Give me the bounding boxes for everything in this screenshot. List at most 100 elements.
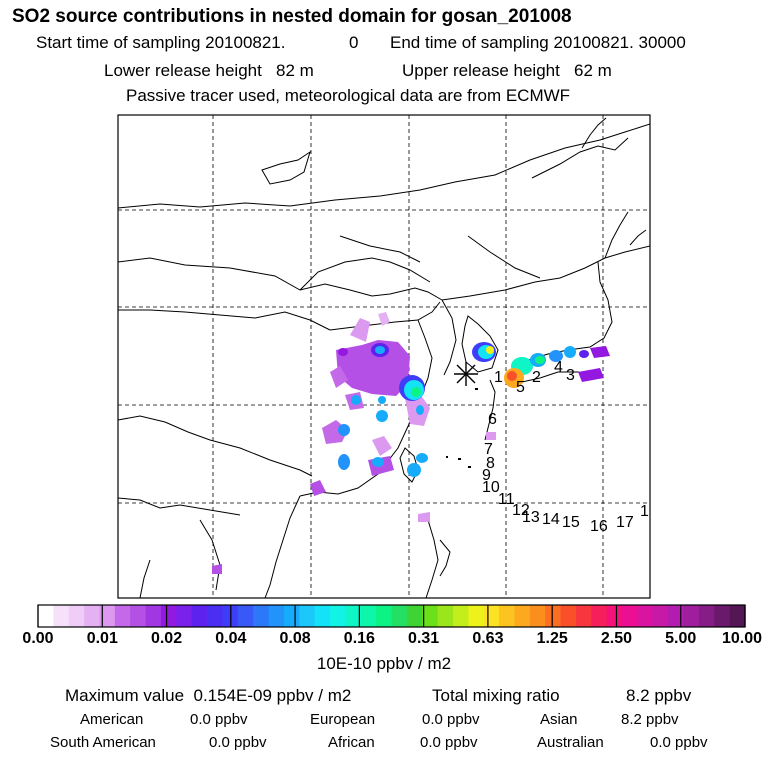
- trajectory-dots: [446, 388, 478, 468]
- emission-patch: [486, 432, 496, 440]
- start-time-value: 0: [349, 33, 359, 52]
- colorbar-swatch: [53, 605, 70, 627]
- colorbar: [37, 604, 746, 628]
- source-blob: [375, 346, 385, 354]
- trajectory-label: 1: [640, 503, 649, 520]
- colorbar-swatch: [391, 605, 408, 627]
- colorbar-swatch: [714, 605, 731, 627]
- star-receptor-icon: [454, 362, 478, 386]
- source-blob: [416, 405, 424, 415]
- colorbar-swatch: [38, 605, 54, 627]
- emission-patch: [372, 436, 392, 456]
- source-blob: [338, 424, 350, 436]
- colorbar-swatch: [406, 605, 423, 627]
- source-blob: [338, 348, 348, 356]
- source-blob: [378, 396, 386, 404]
- trajectory-label: 13: [522, 509, 540, 526]
- trajectory-label: 14: [542, 511, 560, 528]
- colorbar-ticks: [37, 605, 746, 627]
- emission-patch: [310, 480, 326, 496]
- trajectory-label: 7: [484, 441, 493, 458]
- colorbar-swatch: [345, 605, 362, 627]
- colorbar-tick-label: 0.08: [279, 630, 311, 647]
- map-panel: 1 2 3 4 5 6 7 8 9 10 11 12 13 14 15 16 1…: [117, 114, 651, 599]
- colorbar-tick-label: 0.02: [150, 630, 183, 647]
- emission-patch: [578, 368, 604, 382]
- colorbar-swatch: [237, 605, 254, 627]
- colorbar-swatch: [84, 605, 101, 627]
- colorbar-tick-label: 0.04: [215, 630, 247, 647]
- colorbar-swatch: [560, 605, 577, 627]
- maximum-value: Maximum value 0.154E-09 ppbv / m2: [65, 686, 351, 706]
- colorbar-swatch: [683, 605, 700, 627]
- colorbar-swatch: [299, 605, 316, 627]
- trajectory-label: 10: [482, 479, 500, 496]
- colorbar-swatch: [176, 605, 193, 627]
- colorbar-tick-label: 0.16: [343, 630, 375, 647]
- colorbar-swatch: [207, 605, 224, 627]
- source-blob: [535, 356, 545, 364]
- trajectory-label: 5: [516, 379, 525, 396]
- colorbar-swatch: [483, 605, 500, 627]
- colorbar-swatch: [360, 605, 377, 627]
- source-blob: [579, 350, 589, 358]
- trajectory-label: 8: [486, 455, 495, 472]
- region-african-name: African: [328, 734, 375, 751]
- region-asian-name: Asian: [540, 711, 578, 728]
- region-american-value: 0.0 ppbv: [190, 711, 248, 728]
- colorbar-swatch: [622, 605, 639, 627]
- colorbar-swatch: [514, 605, 531, 627]
- emission-patch: [212, 564, 222, 574]
- coastlines: [118, 117, 650, 598]
- source-blob: [486, 346, 494, 354]
- trajectory-dot: [446, 456, 448, 458]
- trajectory-label: 2: [532, 369, 541, 386]
- source-blob: [507, 371, 517, 381]
- contribution-field: [212, 312, 610, 574]
- colorbar-swatch: [545, 605, 562, 627]
- source-blob: [549, 350, 563, 362]
- colorbar-tick-label: 0.31: [408, 630, 440, 647]
- emission-patch: [590, 346, 610, 358]
- trajectory-label: 17: [616, 514, 634, 531]
- region-american-name: American: [80, 711, 144, 728]
- trajectory-label: 3: [566, 367, 575, 384]
- trajectory-dot: [475, 388, 478, 390]
- trajectory-dot: [468, 466, 471, 468]
- region-european-name: European: [310, 711, 376, 728]
- colorbar-swatch: [452, 605, 469, 627]
- max-label: Maximum value: [65, 686, 185, 705]
- region-south-american-name: South American: [50, 734, 156, 751]
- colorbar-swatch: [191, 605, 208, 627]
- colorbar-swatch: [591, 605, 608, 627]
- emission-patch: [330, 366, 348, 388]
- colorbar-units: 10E-10 ppbv / m2: [316, 654, 452, 673]
- lower-release-value: 82 m: [276, 61, 314, 80]
- colorbar-swatch: [437, 605, 454, 627]
- trajectory-labels: 1 2 3 4 5 6 7 8 9 10 11 12 13 14 15 16 1…: [482, 359, 649, 535]
- colorbar-swatch: [652, 605, 669, 627]
- trajectory-label: 6: [488, 411, 497, 428]
- colorbar-tick-label: 1.25: [536, 630, 568, 647]
- emission-patch: [378, 312, 390, 326]
- source-blob: [376, 410, 388, 422]
- colorbar-swatch: [499, 605, 516, 627]
- colorbar-swatch: [114, 605, 131, 627]
- tracer-info: Passive tracer used, meteorological data…: [126, 86, 571, 105]
- colorbar-tick-label: 5.00: [665, 630, 697, 647]
- colorbar-swatch: [606, 605, 623, 627]
- colorbar-swatch: [468, 605, 485, 627]
- trajectory-label: 15: [562, 514, 580, 531]
- upper-release-height: Upper release height 62 m: [402, 61, 612, 81]
- region-australian-name: Australian: [537, 734, 604, 751]
- upper-release-label: Upper release height: [402, 61, 560, 80]
- colorbar-swatches: [38, 605, 746, 627]
- region-asian-value: 8.2 ppbv: [621, 711, 679, 728]
- lower-release-label: Lower release height: [104, 61, 262, 80]
- trajectory-label: 4: [554, 359, 563, 376]
- colorbar-swatch: [575, 605, 592, 627]
- region-european-value: 0.0 ppbv: [422, 711, 480, 728]
- source-blob: [564, 346, 576, 358]
- colorbar-swatch: [99, 605, 116, 627]
- source-blob: [351, 395, 361, 405]
